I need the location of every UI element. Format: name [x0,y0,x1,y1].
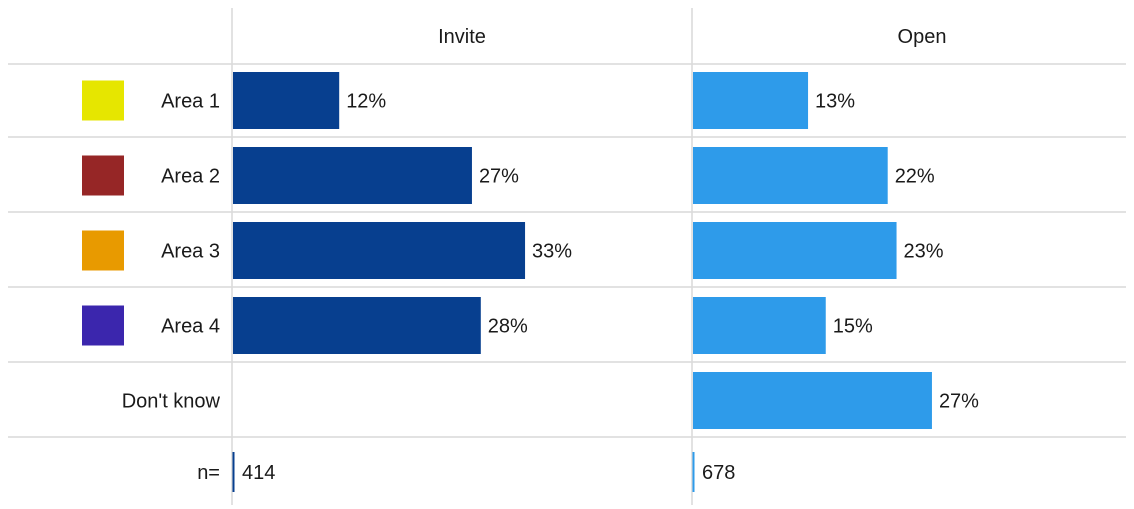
bar-area-4-open [693,297,826,354]
row-labels: Area 1 Area 2 Area 3 Area 4 Don't know [82,80,221,413]
column-header-open: Open [898,26,947,48]
value-label-area-3-invite: 33% [532,241,572,263]
n-row: n= 414 678 [197,452,735,492]
value-label-area-4-invite: 28% [488,316,528,338]
legend-swatch-area-2 [82,155,124,196]
row-label-area-3: Area 3 [161,241,220,263]
bars: 12% 13% 27% 22% 33% 23% 28% 15% 27% [233,72,979,429]
legend-swatch-area-1 [82,80,124,121]
bar-area-1-open [693,72,809,129]
legend-swatch-area-4 [82,305,124,346]
value-label-area-2-open: 22% [895,166,935,188]
column-header-invite: Invite [438,26,486,48]
bar-area-3-invite [233,222,526,279]
column-headers: Invite Open [438,26,946,48]
grid-lines [8,8,1126,505]
value-label-area-1-invite: 12% [346,91,386,113]
n-value-open: 678 [702,462,735,484]
n-label: n= [197,462,220,484]
value-label-area-1-open: 13% [815,91,855,113]
n-value-invite: 414 [242,462,275,484]
bar-area-1-invite [233,72,340,129]
value-label-don-t-know-open: 27% [939,391,979,413]
row-label-area-4: Area 4 [161,316,220,338]
bar-area-4-invite [233,297,481,354]
bar-don-t-know-open [693,372,932,429]
legend-swatch-area-3 [82,230,124,271]
bar-area-3-open [693,222,897,279]
row-label-area-2: Area 2 [161,166,220,188]
row-label-area-1: Area 1 [161,91,220,113]
bar-area-2-open [693,147,888,204]
value-label-area-4-open: 15% [833,316,873,338]
value-label-area-3-open: 23% [904,241,944,263]
bar-area-2-invite [233,147,472,204]
value-label-area-2-invite: 27% [479,166,519,188]
row-label-don-t-know: Don't know [122,391,221,413]
